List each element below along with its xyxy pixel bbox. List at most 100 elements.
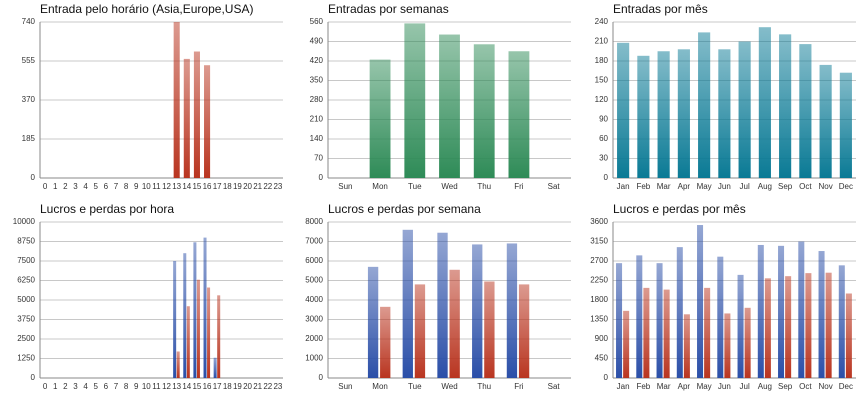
x-tick-label: 18 [223, 382, 232, 391]
x-tick-label: Dec [839, 382, 853, 391]
bar [207, 287, 211, 378]
x-tick-label: 4 [83, 382, 88, 391]
x-tick-label: 15 [192, 382, 201, 391]
y-tick-label: 1350 [590, 315, 608, 324]
y-tick-label: 7500 [17, 256, 35, 265]
x-tick-label: 22 [263, 182, 272, 191]
x-tick-label: Aug [758, 382, 772, 391]
x-tick-label: Oct [799, 382, 812, 391]
bar [437, 232, 448, 378]
x-tick-label: May [697, 182, 712, 191]
y-tick-label: 8000 [305, 217, 323, 226]
y-tick-label: 8750 [17, 237, 35, 246]
bar [758, 27, 771, 179]
y-tick-label: 180 [595, 56, 609, 65]
chart-title: Entradas por semanas [328, 2, 449, 16]
bar [677, 49, 690, 178]
x-tick-label: Jun [718, 182, 731, 191]
y-tick-label: 6000 [305, 256, 323, 265]
y-tick-label: 2500 [17, 334, 35, 343]
bar [704, 287, 711, 378]
x-tick-label: Sun [338, 382, 352, 391]
bar [683, 314, 690, 378]
chart-title: Lucros e perdas por hora [40, 202, 174, 216]
bar [193, 242, 197, 378]
x-tick-label: 8 [124, 182, 129, 191]
y-tick-label: 5000 [305, 276, 323, 285]
x-tick-label: 9 [134, 382, 139, 391]
x-tick-label: 13 [172, 182, 181, 191]
x-tick-label: Sep [778, 182, 793, 191]
x-tick-label: Wed [441, 182, 457, 191]
bar [186, 306, 190, 378]
chart-title: Lucros e perdas por mês [613, 202, 746, 216]
bar [724, 313, 731, 378]
y-tick-label: 6250 [17, 276, 35, 285]
x-tick-label: 7 [114, 182, 119, 191]
bar [785, 276, 792, 378]
chart-title: Lucros e perdas por semana [328, 202, 481, 216]
y-tick-label: 450 [595, 354, 609, 363]
x-tick-label: 5 [93, 182, 98, 191]
y-tick-label: 420 [310, 56, 324, 65]
y-tick-label: 3150 [590, 237, 608, 246]
bar [369, 59, 391, 178]
bar [506, 243, 518, 378]
bar [439, 34, 460, 179]
y-tick-label: 0 [319, 373, 324, 382]
bar [449, 269, 460, 378]
x-tick-label: Tue [408, 382, 422, 391]
x-tick-label: 21 [253, 382, 262, 391]
x-tick-label: May [697, 382, 712, 391]
bar [637, 55, 650, 178]
x-tick-label: 9 [134, 182, 139, 191]
y-tick-label: 2250 [590, 276, 608, 285]
y-tick-label: 185 [22, 134, 36, 143]
x-tick-label: Feb [636, 182, 650, 191]
bar [404, 23, 426, 179]
x-tick-label: 12 [162, 382, 171, 391]
y-tick-label: 210 [595, 37, 609, 46]
x-tick-label: Mar [657, 382, 671, 391]
bar [617, 42, 630, 178]
bar [779, 34, 792, 178]
bar [367, 266, 379, 378]
y-tick-label: 0 [319, 173, 324, 182]
x-tick-label: 19 [233, 382, 242, 391]
x-tick-label: Jul [740, 382, 750, 391]
y-tick-label: 0 [31, 173, 36, 182]
x-tick-label: 2 [63, 182, 68, 191]
bar [173, 261, 177, 378]
x-tick-label: Sat [548, 382, 561, 391]
x-tick-label: Tue [408, 182, 422, 191]
x-tick-label: Fri [514, 382, 524, 391]
y-tick-label: 0 [604, 173, 609, 182]
bar [484, 281, 495, 378]
x-tick-label: 3 [73, 382, 78, 391]
x-tick-label: Fri [514, 182, 524, 191]
x-tick-label: 7 [114, 382, 119, 391]
bar [656, 263, 663, 378]
x-tick-label: 17 [213, 382, 222, 391]
y-tick-label: 740 [22, 17, 36, 26]
x-tick-label: Apr [678, 382, 691, 391]
bar [473, 44, 495, 179]
x-tick-label: 5 [93, 382, 98, 391]
y-tick-label: 0 [31, 373, 36, 382]
x-tick-label: 8 [124, 382, 129, 391]
x-tick-label: 23 [273, 182, 282, 191]
bar [193, 51, 200, 178]
x-tick-label: 0 [43, 182, 48, 191]
bar [717, 256, 724, 378]
y-tick-label: 60 [599, 134, 608, 143]
x-tick-label: Dec [839, 182, 853, 191]
x-tick-label: 11 [152, 382, 161, 391]
x-tick-label: 1 [53, 382, 58, 391]
y-tick-label: 0 [604, 373, 609, 382]
x-tick-label: 23 [273, 382, 282, 391]
bar [402, 229, 413, 378]
y-tick-label: 1250 [17, 354, 35, 363]
bar [676, 247, 683, 378]
y-tick-label: 2700 [590, 256, 608, 265]
